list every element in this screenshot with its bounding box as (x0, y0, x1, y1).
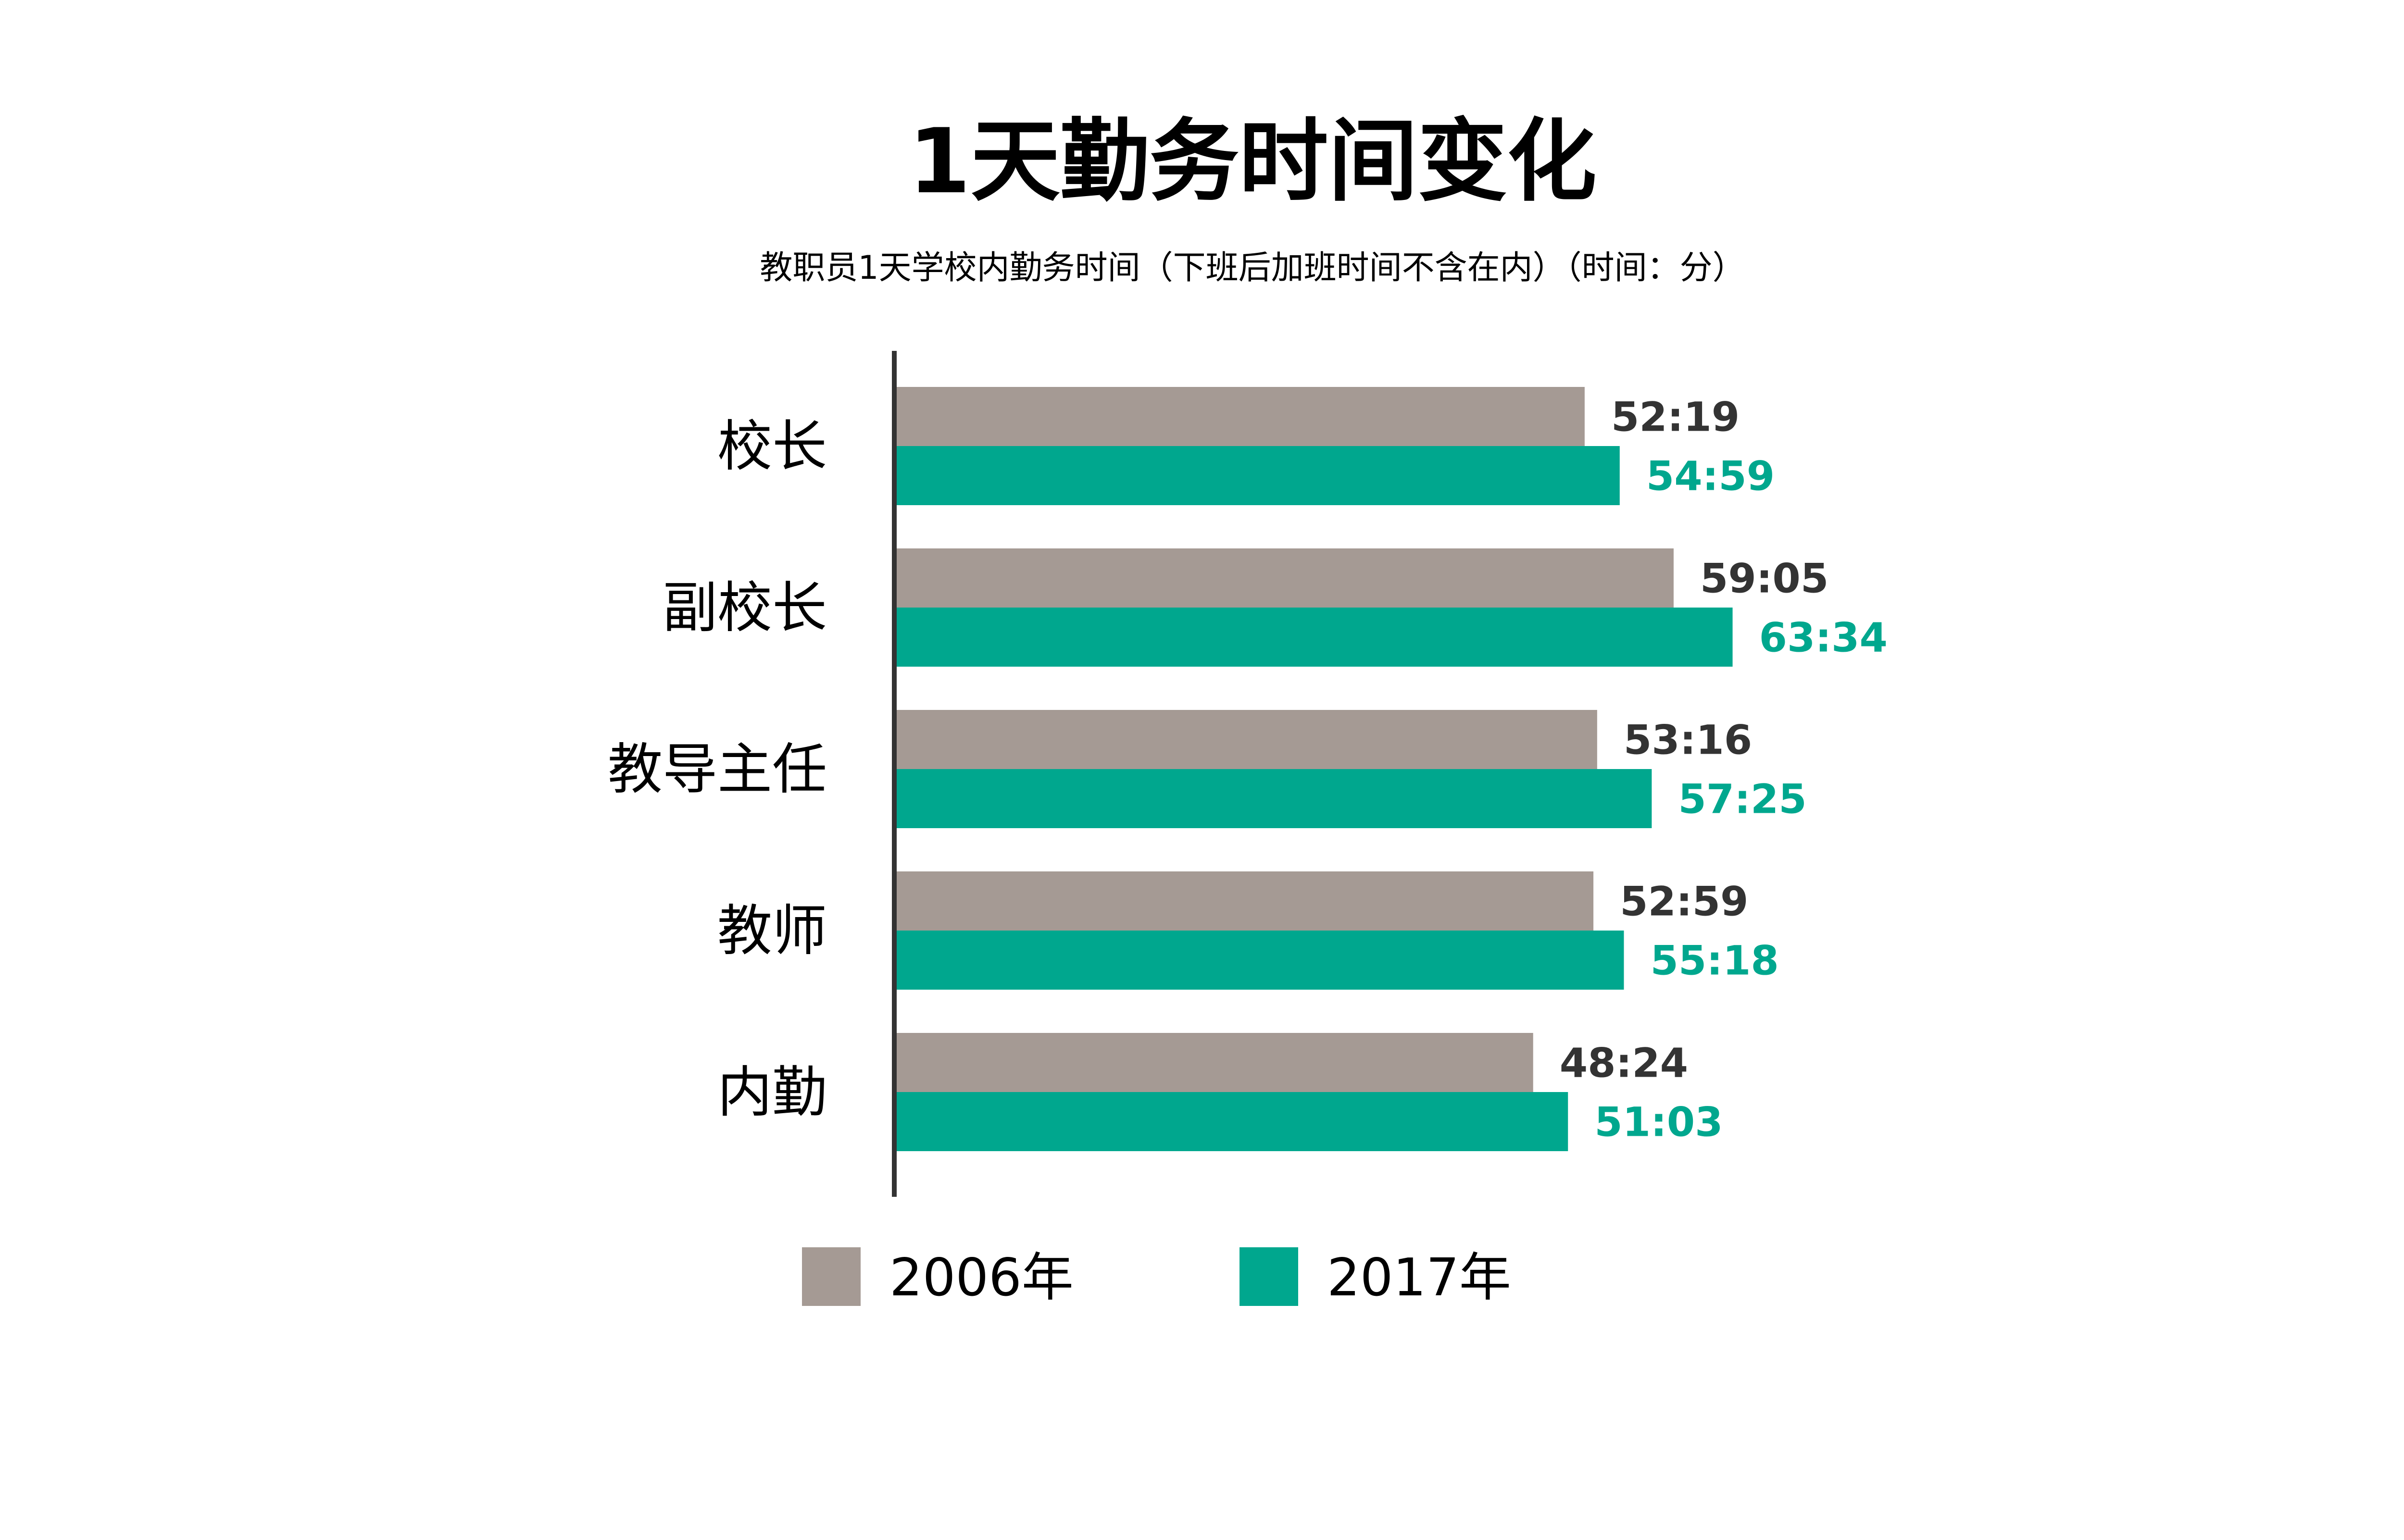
bar-2017-0 (897, 446, 1620, 505)
legend-label-2006: 2006年 (889, 1248, 1074, 1308)
value-label-2006-0: 52:19 (1611, 394, 1740, 441)
chart-title: 1天勤务时间变化 (908, 109, 1596, 213)
bars-group (897, 387, 1733, 1151)
value-label-2006-2: 53:16 (1624, 717, 1752, 764)
legend-label-2017: 2017年 (1327, 1248, 1511, 1308)
bar-2006-0 (897, 387, 1585, 446)
bar-2017-3 (897, 931, 1624, 990)
category-label-1: 副校长 (663, 576, 827, 640)
legend: 2006年 2017年 (802, 1247, 1511, 1308)
category-label-2: 教导主任 (608, 737, 827, 801)
value-label-2006-4: 48:24 (1560, 1040, 1688, 1087)
value-label-2006-1: 59:05 (1700, 555, 1828, 602)
value-label-2006-3: 52:59 (1620, 878, 1748, 925)
value-label-2017-2: 57:25 (1678, 776, 1806, 823)
legend-swatch-2017 (1240, 1247, 1298, 1306)
value-label-2017-4: 51:03 (1594, 1099, 1723, 1146)
category-label-4: 内勤 (717, 1060, 827, 1124)
bar-2017-2 (897, 769, 1652, 828)
bar-2006-2 (897, 710, 1597, 769)
bar-2006-4 (897, 1033, 1533, 1092)
value-label-2017-0: 54:59 (1646, 453, 1775, 500)
value-labels-group: 52:19 54:59 59:05 63:34 53:16 57:25 52:59 55:18… (1560, 394, 1888, 1146)
bar-2006-3 (897, 871, 1594, 931)
value-label-2017-3: 55:18 (1650, 937, 1778, 984)
bar-2006-1 (897, 548, 1674, 608)
legend-swatch-2006 (802, 1247, 861, 1306)
value-label-2017-1: 63:34 (1759, 614, 1888, 661)
category-label-3: 教师 (717, 899, 827, 963)
category-label-0: 校长 (717, 414, 827, 478)
chart-subtitle: 教职员1天学校内勤务时间（下班后加班时间不含在内）（时间：分） (760, 249, 1745, 287)
bar-2017-1 (897, 608, 1733, 667)
bar-2017-4 (897, 1092, 1568, 1151)
